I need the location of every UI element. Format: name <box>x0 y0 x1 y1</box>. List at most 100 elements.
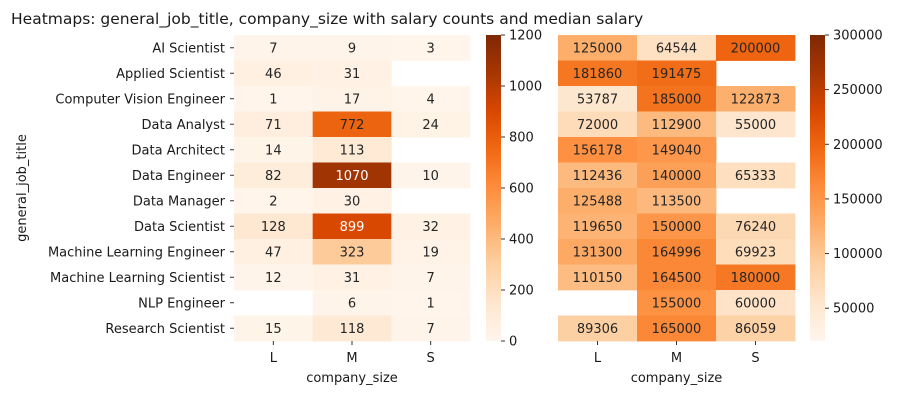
x-tick-label: L <box>594 351 602 366</box>
y-tick-label: Data Analyst <box>142 118 225 133</box>
colorbar-tick-label: 300000 <box>833 29 883 44</box>
heatmap-cell <box>234 239 314 265</box>
x-tick-label: M <box>346 351 357 366</box>
heatmap-cell <box>234 213 314 240</box>
cell-value-label: 113500 <box>652 194 702 209</box>
cell-value-label: 131300 <box>573 245 623 260</box>
cell-value-label: 119650 <box>573 220 623 235</box>
heatmap-cell <box>391 111 471 138</box>
cell-value-label: 149040 <box>652 143 702 158</box>
y-tick-label: Research Scientist <box>105 322 225 337</box>
cell-value-label: 7 <box>427 271 435 286</box>
x-tick-label: S <box>751 351 759 366</box>
cell-value-label: 112436 <box>573 169 623 184</box>
heatmap-cell <box>391 290 471 316</box>
heatmap-cell <box>637 188 717 214</box>
y-tick-label: Data Architect <box>132 143 225 158</box>
heatmap-cell <box>716 315 796 342</box>
cell-value-label: 14 <box>265 143 282 158</box>
x-tick-label: S <box>427 351 435 366</box>
heatmap-cell <box>558 239 638 265</box>
cell-value-label: 71 <box>265 118 282 133</box>
cell-value-label: 76240 <box>735 220 776 235</box>
heatmap-cell <box>312 264 392 291</box>
cell-value-label: 30 <box>344 194 361 209</box>
cell-value-label: 164500 <box>652 271 702 286</box>
colorbar-tick-label: 200 <box>509 284 534 299</box>
cell-value-label: 4 <box>427 92 435 107</box>
cell-value-label: 53787 <box>577 92 618 107</box>
cell-value-label: 89306 <box>577 322 618 337</box>
heatmap-cell <box>312 162 392 189</box>
x-tick-label: L <box>270 351 278 366</box>
heatmap-cell <box>558 35 638 61</box>
heatmap-cell <box>312 315 392 342</box>
cell-value-label: 899 <box>340 220 365 235</box>
cell-value-label: 1070 <box>335 169 368 184</box>
cell-value-label: 128 <box>261 220 286 235</box>
y-tick-label: Applied Scientist <box>116 67 225 82</box>
cell-value-label: 150000 <box>652 220 702 235</box>
y-axis-label: general_job_title <box>15 134 30 242</box>
cell-value-label: 82 <box>265 169 282 184</box>
cell-value-label: 191475 <box>652 67 702 82</box>
cell-value-label: 7 <box>427 322 435 337</box>
heatmap-cell <box>637 264 717 291</box>
x-tick-label: M <box>671 351 682 366</box>
heatmap-cell <box>637 315 717 342</box>
heatmap-cell <box>716 239 796 265</box>
y-tick-label: Computer Vision Engineer <box>55 92 225 107</box>
heatmap-cell <box>234 111 314 138</box>
heatmap-cell <box>234 60 314 87</box>
heatmap-cell <box>637 35 717 61</box>
figure-title: Heatmaps: general_job_title, company_siz… <box>11 10 644 28</box>
heatmap-cell <box>391 213 471 240</box>
cell-value-label: 164996 <box>652 245 702 260</box>
y-tick-label: Machine Learning Scientist <box>50 271 225 286</box>
heatmap-cell <box>234 188 314 214</box>
heatmap-cell <box>312 239 392 265</box>
cell-value-label: 185000 <box>652 92 702 107</box>
cell-value-label: 19 <box>422 245 439 260</box>
heatmap-cell <box>234 35 314 61</box>
colorbar-tick-label: 0 <box>509 335 517 350</box>
heatmap-cell <box>716 264 796 291</box>
heatmap-cell <box>558 315 638 342</box>
heatmap-cell <box>558 213 638 240</box>
heatmap-cell <box>312 188 392 214</box>
cell-value-label: 46 <box>265 67 282 82</box>
heatmap-cell <box>391 162 471 189</box>
cell-value-label: 10 <box>422 169 439 184</box>
cell-value-label: 64544 <box>656 41 697 56</box>
heatmap-cell <box>312 86 392 112</box>
cell-value-label: 113 <box>340 143 365 158</box>
heatmap-cell <box>637 213 717 240</box>
colorbar-tick-label: 250000 <box>833 83 883 98</box>
colorbar-tick-label: 600 <box>509 182 534 197</box>
cell-value-label: 15 <box>265 322 282 337</box>
heatmap-cell <box>391 264 471 291</box>
cell-value-label: 24 <box>422 118 439 133</box>
cell-value-label: 323 <box>340 245 365 260</box>
heatmap-cell <box>312 290 392 316</box>
heatmap-cell <box>637 290 717 316</box>
y-tick-label: Data Manager <box>133 194 226 209</box>
heatmap-cell <box>312 111 392 138</box>
cell-value-label: 165000 <box>652 322 702 337</box>
heatmap-cell <box>716 86 796 112</box>
heatmap-cell <box>312 213 392 240</box>
heatmap-cell <box>716 35 796 61</box>
heatmap-cell <box>558 264 638 291</box>
cell-value-label: 140000 <box>652 169 702 184</box>
heatmap-cell <box>558 162 638 189</box>
heatmap-cell <box>716 111 796 138</box>
cell-value-label: 32 <box>422 220 439 235</box>
cell-value-label: 47 <box>265 245 282 260</box>
heatmap-cell <box>234 137 314 163</box>
cell-value-label: 110150 <box>573 271 623 286</box>
heatmap-cell <box>637 86 717 112</box>
heatmap-cell <box>558 188 638 214</box>
cell-value-label: 2 <box>269 194 277 209</box>
cell-value-label: 86059 <box>735 322 776 337</box>
heatmap-cell <box>234 315 314 342</box>
